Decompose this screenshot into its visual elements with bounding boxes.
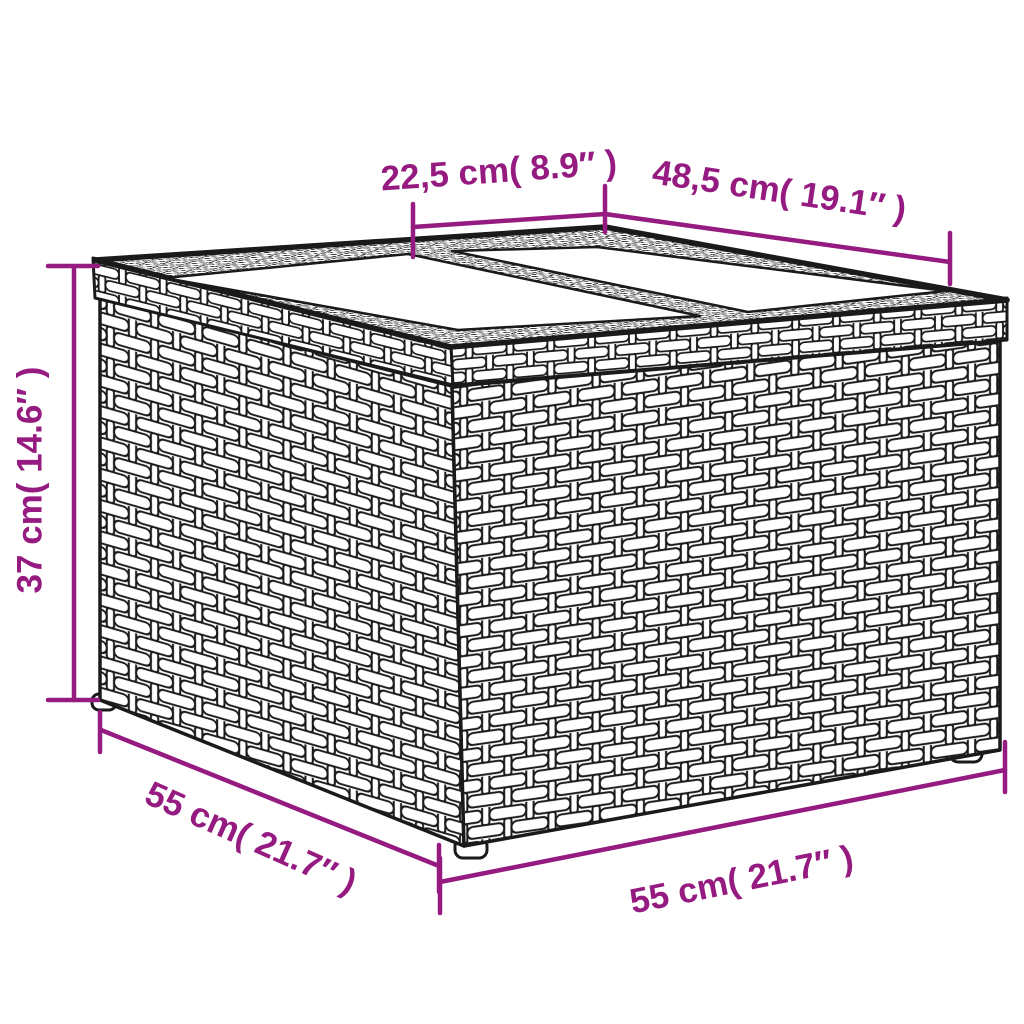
dimension-label-top-width: 22,5 cm( 8.9″ ) (379, 143, 618, 198)
glass-panel-right (450, 245, 948, 314)
table-body-right-face (450, 339, 1002, 848)
dimension-line-top-width (410, 183, 608, 260)
dimension-label-base-front: 55 cm( 21.7″ ) (626, 838, 856, 921)
dimension-lines (45, 183, 1008, 916)
rattan-table-illustration (90, 224, 1010, 860)
dimension-line-base-front (437, 739, 1008, 916)
dimension-label-height: 37 cm( 14.6″ ) (10, 367, 49, 594)
dimension-line-top-depth (602, 211, 953, 287)
dimension-label-top-depth: 48,5 cm( 19.1″ ) (650, 153, 909, 229)
glass-panel-left (163, 252, 702, 332)
tabletop-glass-panels (163, 245, 948, 332)
table-body-left-face (98, 296, 466, 848)
dimension-line-height (45, 263, 101, 703)
